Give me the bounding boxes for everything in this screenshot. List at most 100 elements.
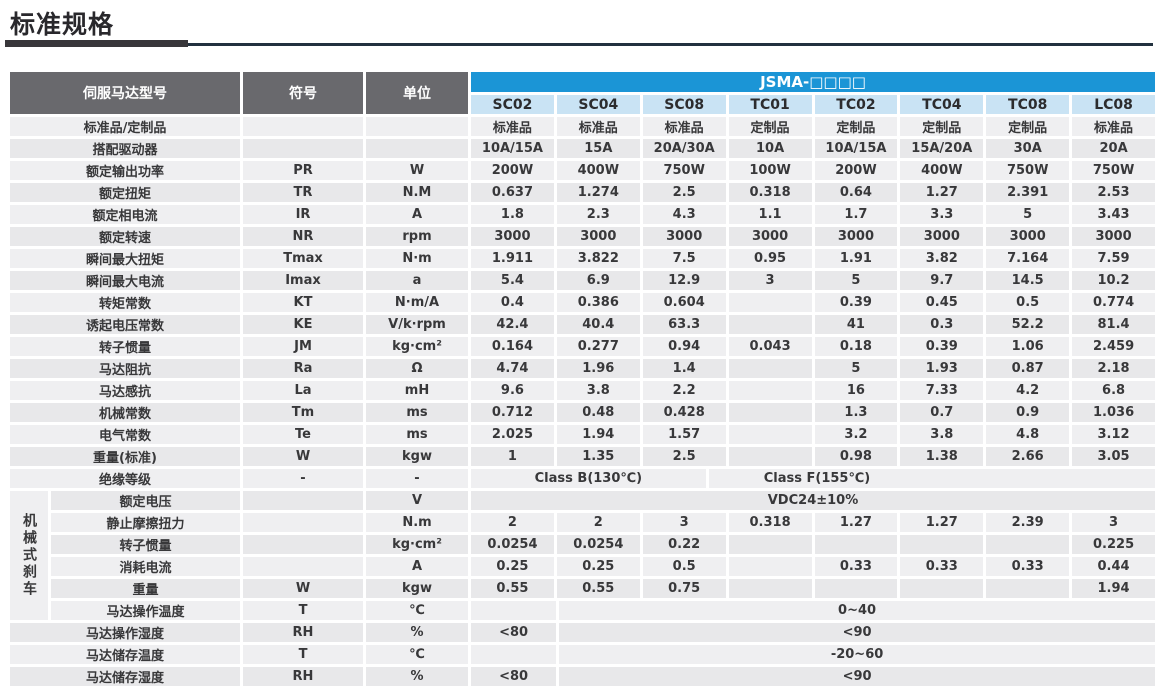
row-unit-cell: V <box>366 491 468 510</box>
value-cell: 2.3 <box>556 205 640 224</box>
header-model-label: 伺服马达型号 <box>10 72 240 114</box>
value-cell: 12.9 <box>642 271 726 290</box>
row-label-cell: 搭配驱动器 <box>10 139 240 158</box>
row-label-cell: 马达储存温度 <box>10 645 240 664</box>
value-cell: 定制品 <box>986 117 1070 136</box>
value-cell: 1.57 <box>642 425 726 444</box>
row-unit-cell: A <box>366 557 468 576</box>
model-header-cell: TC08 <box>986 95 1070 114</box>
value-cell: 2 <box>471 513 554 532</box>
row-symbol-cell: Tmax <box>243 249 363 268</box>
row-label-cell: 额定转速 <box>10 227 240 246</box>
value-cell: 0.5 <box>642 557 726 576</box>
row-unit-cell: N·m/A <box>366 293 468 312</box>
value-cell: 0.33 <box>900 557 984 576</box>
row-label-cell: 额定输出功率 <box>10 161 240 180</box>
value-cell: 标准品 <box>642 117 726 136</box>
series-band: JSMA-□□□□ <box>471 72 1155 92</box>
row-unit-cell: mH <box>366 381 468 400</box>
value-cell <box>728 579 812 598</box>
value-cell: 0.0254 <box>471 535 554 554</box>
value-cell: 定制品 <box>814 117 898 136</box>
value-cell: 750W <box>1072 161 1155 180</box>
row-symbol-cell: T <box>243 601 363 620</box>
value-cell: 1.3 <box>814 403 898 422</box>
value-cell: 1.06 <box>986 337 1070 356</box>
merged-value-cell: <80 <box>471 623 557 642</box>
value-cell <box>728 447 812 466</box>
value-cell: 81.4 <box>1072 315 1155 334</box>
table-row: 转子惯量 kg·cm² 0.0254 0.0254 0.22 0.225 <box>10 535 1155 554</box>
brake-group-label: 机械式刹车 <box>10 491 48 620</box>
row-symbol-cell <box>243 513 363 532</box>
row-label-cell: 静止摩擦扭力 <box>51 513 240 532</box>
row-unit-cell: V/k·rpm <box>366 315 468 334</box>
table-row: 马达操作湿度 RH% <80 <90 <box>10 623 1155 642</box>
merged-value-cell: <80 <box>471 667 557 686</box>
value-cell: 0.48 <box>556 403 640 422</box>
value-cell: 0.0254 <box>556 535 640 554</box>
row-symbol-cell: IR <box>243 205 363 224</box>
value-cell: 0.44 <box>1072 557 1155 576</box>
row-unit-cell: Ω <box>366 359 468 378</box>
merged-value-cell: Class F(155℃) <box>708 469 1155 488</box>
table-row: 绝缘等级 - - Class B(130℃) Class F(155℃) <box>10 469 1155 488</box>
row-symbol-cell: TR <box>243 183 363 202</box>
row-symbol-cell: RH <box>243 667 363 686</box>
row-symbol-cell: RH <box>243 623 363 642</box>
value-cell: 3000 <box>556 227 640 246</box>
value-cell: 9.6 <box>471 381 554 400</box>
value-cell: 3 <box>642 513 726 532</box>
value-cell: 1.35 <box>556 447 640 466</box>
row-symbol-cell: Imax <box>243 271 363 290</box>
value-cell: 3.8 <box>556 381 640 400</box>
value-cell: 0.45 <box>900 293 984 312</box>
model-header-cell: TC02 <box>814 95 898 114</box>
value-cell: 0.386 <box>556 293 640 312</box>
value-cell: 0.95 <box>728 249 812 268</box>
table-row: 额定相电流 IR A 1.8 2.3 4.3 1.1 1.7 3.3 5 3.43 <box>10 205 1155 224</box>
model-header-cell: SC08 <box>642 95 726 114</box>
row-label-cell: 额定相电流 <box>10 205 240 224</box>
value-cell: 1.4 <box>642 359 726 378</box>
value-cell: 1.036 <box>1072 403 1155 422</box>
row-symbol-cell: PR <box>243 161 363 180</box>
value-cell: 0.98 <box>814 447 898 466</box>
header-symbol-label: 符号 <box>243 72 363 114</box>
row-label-cell: 绝缘等级 <box>10 469 240 488</box>
value-cell: 1.27 <box>814 513 898 532</box>
merged-value-cell: 0~40 <box>559 601 1155 620</box>
row-label-cell: 瞬间最大电流 <box>10 271 240 290</box>
row-symbol-cell: Ra <box>243 359 363 378</box>
table-row: 瞬间最大扭矩 Tmax N·m 1.911 3.822 7.5 0.95 1.91 3.82 7.… <box>10 249 1155 268</box>
value-cell: 2.18 <box>1072 359 1155 378</box>
value-cell: 0.225 <box>1072 535 1155 554</box>
value-cell: 定制品 <box>900 117 984 136</box>
value-cell: 750W <box>986 161 1070 180</box>
value-cell: 2.025 <box>471 425 554 444</box>
value-cell: 0.043 <box>728 337 812 356</box>
row-symbol-cell: - <box>243 469 363 488</box>
value-cell: 0.33 <box>986 557 1070 576</box>
value-cell: 63.3 <box>642 315 726 334</box>
value-cell: 100W <box>728 161 812 180</box>
value-cell: 0.5 <box>986 293 1070 312</box>
table-body: 机械式刹车 标准品/定制品 标准品 标准品 标准品 定制品 定制品 定制品 定制品 标准品 搭配驱… <box>10 117 1155 686</box>
value-cell: 2.2 <box>642 381 726 400</box>
row-symbol-cell <box>243 139 363 158</box>
value-cell: 0.637 <box>471 183 554 202</box>
row-unit-cell: W <box>366 161 468 180</box>
value-cell: 200W <box>814 161 898 180</box>
value-cell <box>728 425 812 444</box>
table-row: 额定电压 V VDC24±10% <box>10 491 1155 510</box>
row-symbol-cell <box>243 557 363 576</box>
table-row: 额定转速 NR rpm 3000 3000 3000 3000 3000 3000 3000 300… <box>10 227 1155 246</box>
row-label-cell: 马达储存湿度 <box>10 667 240 686</box>
value-cell: 2.5 <box>642 447 726 466</box>
row-unit-cell: kg·cm² <box>366 535 468 554</box>
value-cell: 10.2 <box>1072 271 1155 290</box>
row-unit-cell: N.m <box>366 513 468 532</box>
